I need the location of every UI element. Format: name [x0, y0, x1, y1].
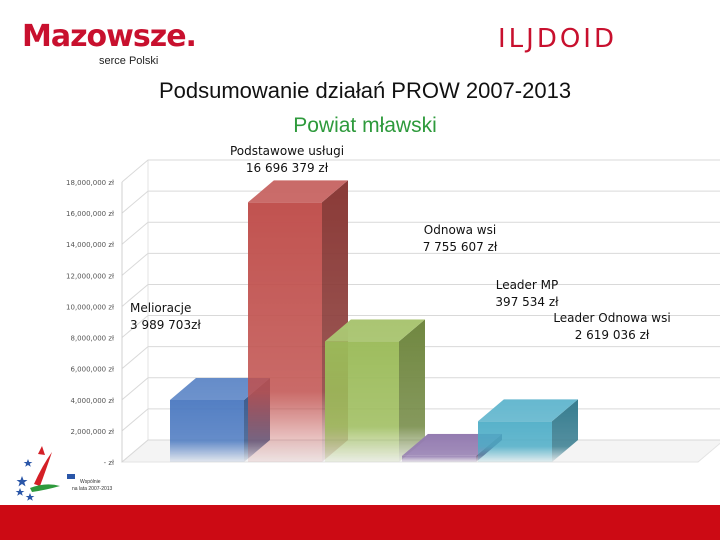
- bar-odnowa-wsi: [325, 319, 425, 462]
- y-tick-label: - zł: [104, 459, 114, 467]
- data-label: Leader Odnowa wsi: [553, 311, 670, 325]
- bottom-color-bar: [0, 505, 720, 540]
- bar-top: [402, 433, 502, 456]
- y-tick-label: 10,000,000 zł: [66, 303, 114, 311]
- gridline-side: [121, 408, 149, 432]
- data-label: Melioracje: [130, 301, 191, 315]
- bar-leader-odnowa-wsi: [478, 399, 578, 462]
- data-label: Podstawowe usługi: [230, 144, 344, 158]
- y-tick-label: 16,000,000 zł: [66, 210, 114, 218]
- y-tick-label: 4,000,000 zł: [70, 397, 114, 405]
- gridline-side: [121, 377, 149, 401]
- y-tick-label: 2,000,000 zł: [70, 428, 114, 436]
- y-tick-label: 12,000,000 zł: [66, 272, 114, 280]
- gridline-side: [121, 315, 149, 338]
- data-label: 7 755 607 zł: [423, 240, 498, 254]
- bar-front: [248, 202, 322, 462]
- prow-footer-logo-icon: [15, 446, 75, 501]
- bar-side: [552, 399, 578, 462]
- slide-subtitle: Powiat mławski: [293, 114, 437, 137]
- y-tick-label: 6,000,000 zł: [70, 366, 114, 374]
- bar-front: [170, 399, 244, 462]
- gridline-side: [121, 284, 149, 307]
- data-label: 3 989 703zł: [130, 318, 201, 332]
- bar-front: [402, 455, 476, 462]
- data-label: 16 696 379 zł: [246, 161, 329, 175]
- y-tick-label: 14,000,000 zł: [66, 241, 114, 249]
- gridline-side: [121, 190, 149, 214]
- gridline-side: [121, 439, 149, 463]
- bar-top: [170, 377, 270, 400]
- data-label: 397 534 zł: [495, 295, 559, 309]
- bar-top: [478, 399, 578, 422]
- logo-tagline: serce Polski: [99, 55, 159, 67]
- slide-title: Podsumowanie działań PROW 2007-2013: [158, 78, 572, 103]
- footer-caption-line2: na lata 2007-2013: [72, 486, 113, 492]
- y-tick-label: 18,000,000 zł: [66, 179, 114, 187]
- gridline-side: [121, 221, 149, 245]
- decorative-emblem-icon: ILJDOID: [498, 24, 617, 54]
- mazowsze-logo: Mazowsze. serce Polski: [22, 19, 197, 68]
- bar-chart: - zł 2,000,000 zł 4,000,000 zł 6,000,000 zł…: [66, 144, 720, 467]
- bar-front: [325, 341, 399, 462]
- data-label: Leader MP: [496, 278, 559, 292]
- bar-top: [325, 319, 425, 342]
- logo-wordmark: Mazowsze.: [22, 19, 197, 54]
- gridline-side: [121, 159, 149, 183]
- gridline-side: [121, 346, 149, 370]
- data-label: Odnowa wsi: [424, 223, 496, 237]
- bar-side: [399, 319, 425, 462]
- y-tick-label: 8,000,000 zł: [70, 335, 114, 343]
- bar-top: [248, 180, 348, 203]
- bar-front: [478, 421, 552, 462]
- data-label: 2 619 036 zł: [575, 328, 650, 342]
- gridline-side: [121, 252, 149, 276]
- footer-caption-line1: Wspólnie: [80, 479, 101, 485]
